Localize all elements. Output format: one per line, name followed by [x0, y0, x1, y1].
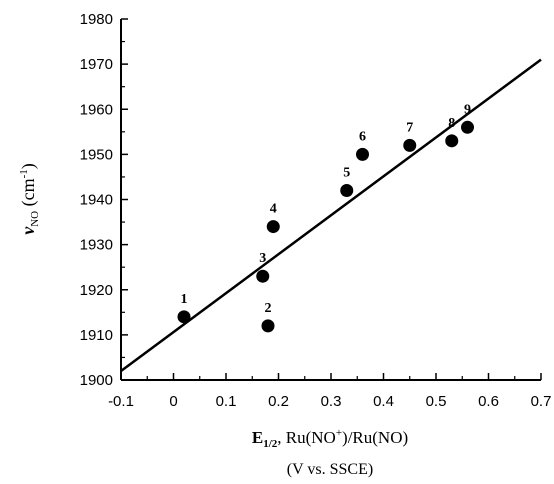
data-point-3 — [256, 269, 270, 283]
data-point-label-3: 3 — [259, 251, 266, 266]
fit-line — [120, 58, 542, 372]
x-axis-ticks: -0.1 0 0.1 0.2 0.3 0.4 0.5 0.6 0.7 — [108, 373, 551, 410]
x-tick-label: 0.3 — [321, 393, 342, 410]
x-axis-title-line2: (V vs. SSCE) — [287, 461, 373, 478]
y-tick-label: 1970 — [80, 56, 113, 73]
x-tick-label: 0.5 — [426, 393, 447, 410]
data-point-6 — [356, 147, 369, 161]
point-labels-layer: 1 2 3 4 5 6 7 89 — [181, 102, 472, 316]
data-points-layer — [177, 120, 474, 333]
x-tick-label: 0.6 — [478, 393, 499, 410]
data-point-8 — [445, 134, 459, 148]
y-axis-title-sub: NO — [29, 211, 41, 227]
x-tick-label: -0.1 — [108, 393, 134, 410]
data-point-label-5: 5 — [343, 165, 350, 180]
x-tick-label: 0.7 — [531, 393, 552, 410]
y-axis-title-main: ν — [18, 226, 38, 235]
y-tick-label: 1930 — [80, 237, 113, 254]
y-axis-title: νNO (cm-1) — [18, 163, 41, 235]
data-point-label-6: 6 — [359, 129, 366, 144]
data-point-2 — [261, 319, 275, 333]
data-point-label-4: 4 — [270, 202, 277, 217]
svg-text:νNO (cm-1): νNO (cm-1) — [18, 163, 41, 235]
x-axis-title-rest: , Ru(NO — [277, 428, 336, 447]
x-axis-title-sup: + — [336, 427, 342, 439]
data-point-5 — [340, 183, 354, 197]
y-tick-label: 1960 — [80, 101, 113, 118]
y-tick-label: 1950 — [80, 146, 113, 163]
x-axis-title-sub: 1/2 — [263, 438, 278, 450]
data-point-label-1: 1 — [181, 292, 188, 307]
x-axis-title-end: )/Ru(NO) — [342, 428, 408, 447]
data-point-label-7: 7 — [406, 120, 413, 135]
x-axis-title: E1/2, Ru(NO+)/Ru(NO) (V vs. SSCE) — [252, 427, 408, 478]
x-tick-label: 0.4 — [373, 393, 394, 410]
y-axis-ticks: 1900 1910 1920 1930 1940 1950 1960 1970 1980 — [80, 11, 128, 389]
data-point-label-8: 8 — [448, 116, 455, 131]
y-tick-label: 1910 — [80, 327, 113, 344]
y-tick-label: 1900 — [80, 372, 113, 389]
x-tick-label: 0 — [169, 393, 177, 410]
data-point-label-9: 9 — [464, 102, 471, 117]
data-point-4 — [266, 220, 280, 234]
y-tick-label: 1980 — [80, 11, 113, 28]
plot-area — [120, 19, 541, 381]
y-axis-title-unit-close: ) — [18, 163, 39, 169]
y-tick-label: 1920 — [80, 282, 113, 299]
data-point-label-2: 2 — [265, 301, 272, 316]
fit-line-layer — [120, 58, 542, 372]
svg-text:E1/2, Ru(NO+)/Ru(NO): E1/2, Ru(NO+)/Ru(NO) — [252, 427, 408, 450]
x-tick-label: 0.2 — [268, 393, 289, 410]
data-point-1 — [177, 310, 191, 324]
data-point-9 — [461, 120, 474, 134]
x-tick-label: 0.1 — [216, 393, 237, 410]
y-axis-title-unit-open: (cm — [18, 178, 39, 210]
x-axis-title-main: E — [252, 428, 263, 447]
data-point-7 — [403, 138, 417, 152]
y-tick-label: 1940 — [80, 192, 113, 209]
y-axis-title-unit-sup: -1 — [18, 169, 30, 178]
